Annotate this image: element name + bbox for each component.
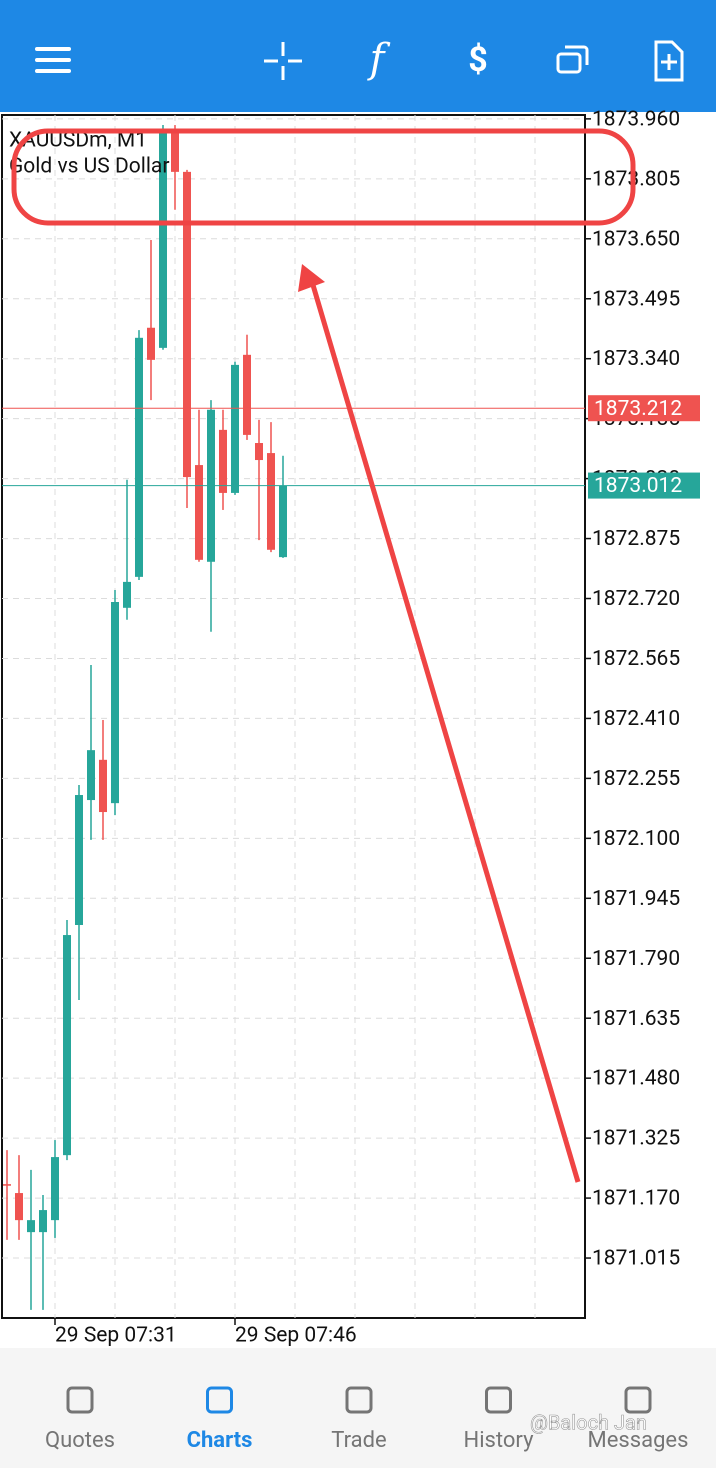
x-tick-label: 29 Sep 07:31: [55, 1324, 177, 1348]
y-tick-label: 1872.565: [592, 647, 680, 671]
y-tick-label: 1871.325: [592, 1127, 680, 1151]
nav-icon: [206, 1386, 233, 1414]
candle-body: [51, 1157, 59, 1221]
y-tick-label: 1871.635: [592, 1007, 680, 1031]
price-label: 1873.012: [594, 474, 682, 498]
nav-label: Charts: [187, 1428, 253, 1453]
y-tick-label: 1872.255: [592, 767, 680, 791]
nav-item[interactable]: Trade: [331, 1386, 387, 1453]
candle-body: [3, 1184, 11, 1186]
arrow-line: [310, 284, 581, 1183]
candle-body: [63, 935, 71, 1156]
nav-icon: [345, 1386, 373, 1414]
trade-button[interactable]: $: [468, 40, 488, 80]
windows-button[interactable]: [556, 45, 589, 74]
nav-label: Messages: [588, 1428, 689, 1453]
candle-body: [135, 337, 143, 577]
candle-body: [39, 1210, 47, 1233]
candle-body: [267, 453, 275, 550]
arrow-head: [298, 264, 325, 292]
y-tick-label: 1872.410: [592, 707, 680, 731]
nav-item[interactable]: Quotes: [45, 1386, 115, 1453]
menu-button[interactable]: [35, 47, 71, 73]
candle-body: [111, 602, 119, 804]
nav-label: Quotes: [45, 1428, 115, 1453]
candle-body: [231, 364, 239, 493]
nav-label: History: [464, 1428, 535, 1453]
y-tick-label: 1873.650: [592, 227, 680, 251]
candle-body: [255, 443, 263, 461]
nav-item[interactable]: Messages: [588, 1386, 689, 1453]
x-tick-label: 29 Sep 07:46: [235, 1324, 357, 1348]
symbol-subtitle: Gold vs US Dollar: [9, 155, 169, 179]
y-tick-label: 1871.480: [592, 1067, 680, 1091]
nav-icon: [624, 1386, 652, 1414]
y-tick-label: 1872.720: [592, 587, 680, 611]
price-label: 1873.212: [594, 397, 682, 421]
candle-body: [171, 129, 179, 172]
grid: [2, 115, 585, 1318]
candle-body: [75, 795, 83, 925]
nav-icon: [485, 1386, 512, 1414]
y-tick-label: 1873.340: [592, 347, 680, 371]
y-tick-label: 1871.015: [592, 1247, 680, 1271]
candles: [3, 125, 287, 1310]
highlight-ellipse: [11, 128, 636, 226]
candle-body: [279, 485, 287, 558]
y-tick-label: 1872.100: [592, 827, 680, 851]
candle-body: [219, 429, 227, 493]
nav-icon: [66, 1386, 94, 1414]
chart-frame: [1, 114, 586, 1319]
y-tick-label: 1871.790: [592, 947, 680, 971]
y-tick-label: 1871.945: [592, 887, 680, 911]
nav-item[interactable]: Charts: [187, 1386, 253, 1453]
nav-items: Quotes Charts Trade History Messages: [45, 1386, 689, 1453]
candle-body: [87, 750, 95, 801]
candle-body: [183, 171, 191, 478]
candle-body: [147, 327, 155, 360]
new-order-button[interactable]: [654, 40, 684, 82]
price-label-box: [588, 472, 700, 499]
nav-label: Trade: [331, 1428, 386, 1453]
app-bar: [0, 0, 716, 112]
bottom-nav: [0, 1348, 716, 1468]
y-tick-label: 1872.875: [592, 527, 680, 551]
candle-body: [99, 759, 107, 813]
crosshair-button[interactable]: [264, 42, 302, 80]
y-tick-label: 1873.495: [592, 287, 680, 311]
candle-body: [195, 465, 203, 560]
price-label-box: [588, 395, 700, 422]
candle-body: [243, 354, 251, 435]
y-tick-label: 1873.805: [592, 167, 680, 191]
watermark: @Baloch Jan: [530, 1410, 647, 1434]
candle-body: [27, 1220, 35, 1233]
price-axis: 1873.960 1873.805 1873.650 1873.495 1873.340…: [2, 107, 700, 1348]
y-tick-label: 1873.960: [592, 107, 680, 131]
candle-body: [159, 129, 167, 348]
nav-item[interactable]: History: [464, 1386, 535, 1453]
candle-body: [15, 1193, 23, 1221]
candle-body: [123, 581, 131, 608]
y-tick-label: 1871.170: [592, 1187, 680, 1211]
